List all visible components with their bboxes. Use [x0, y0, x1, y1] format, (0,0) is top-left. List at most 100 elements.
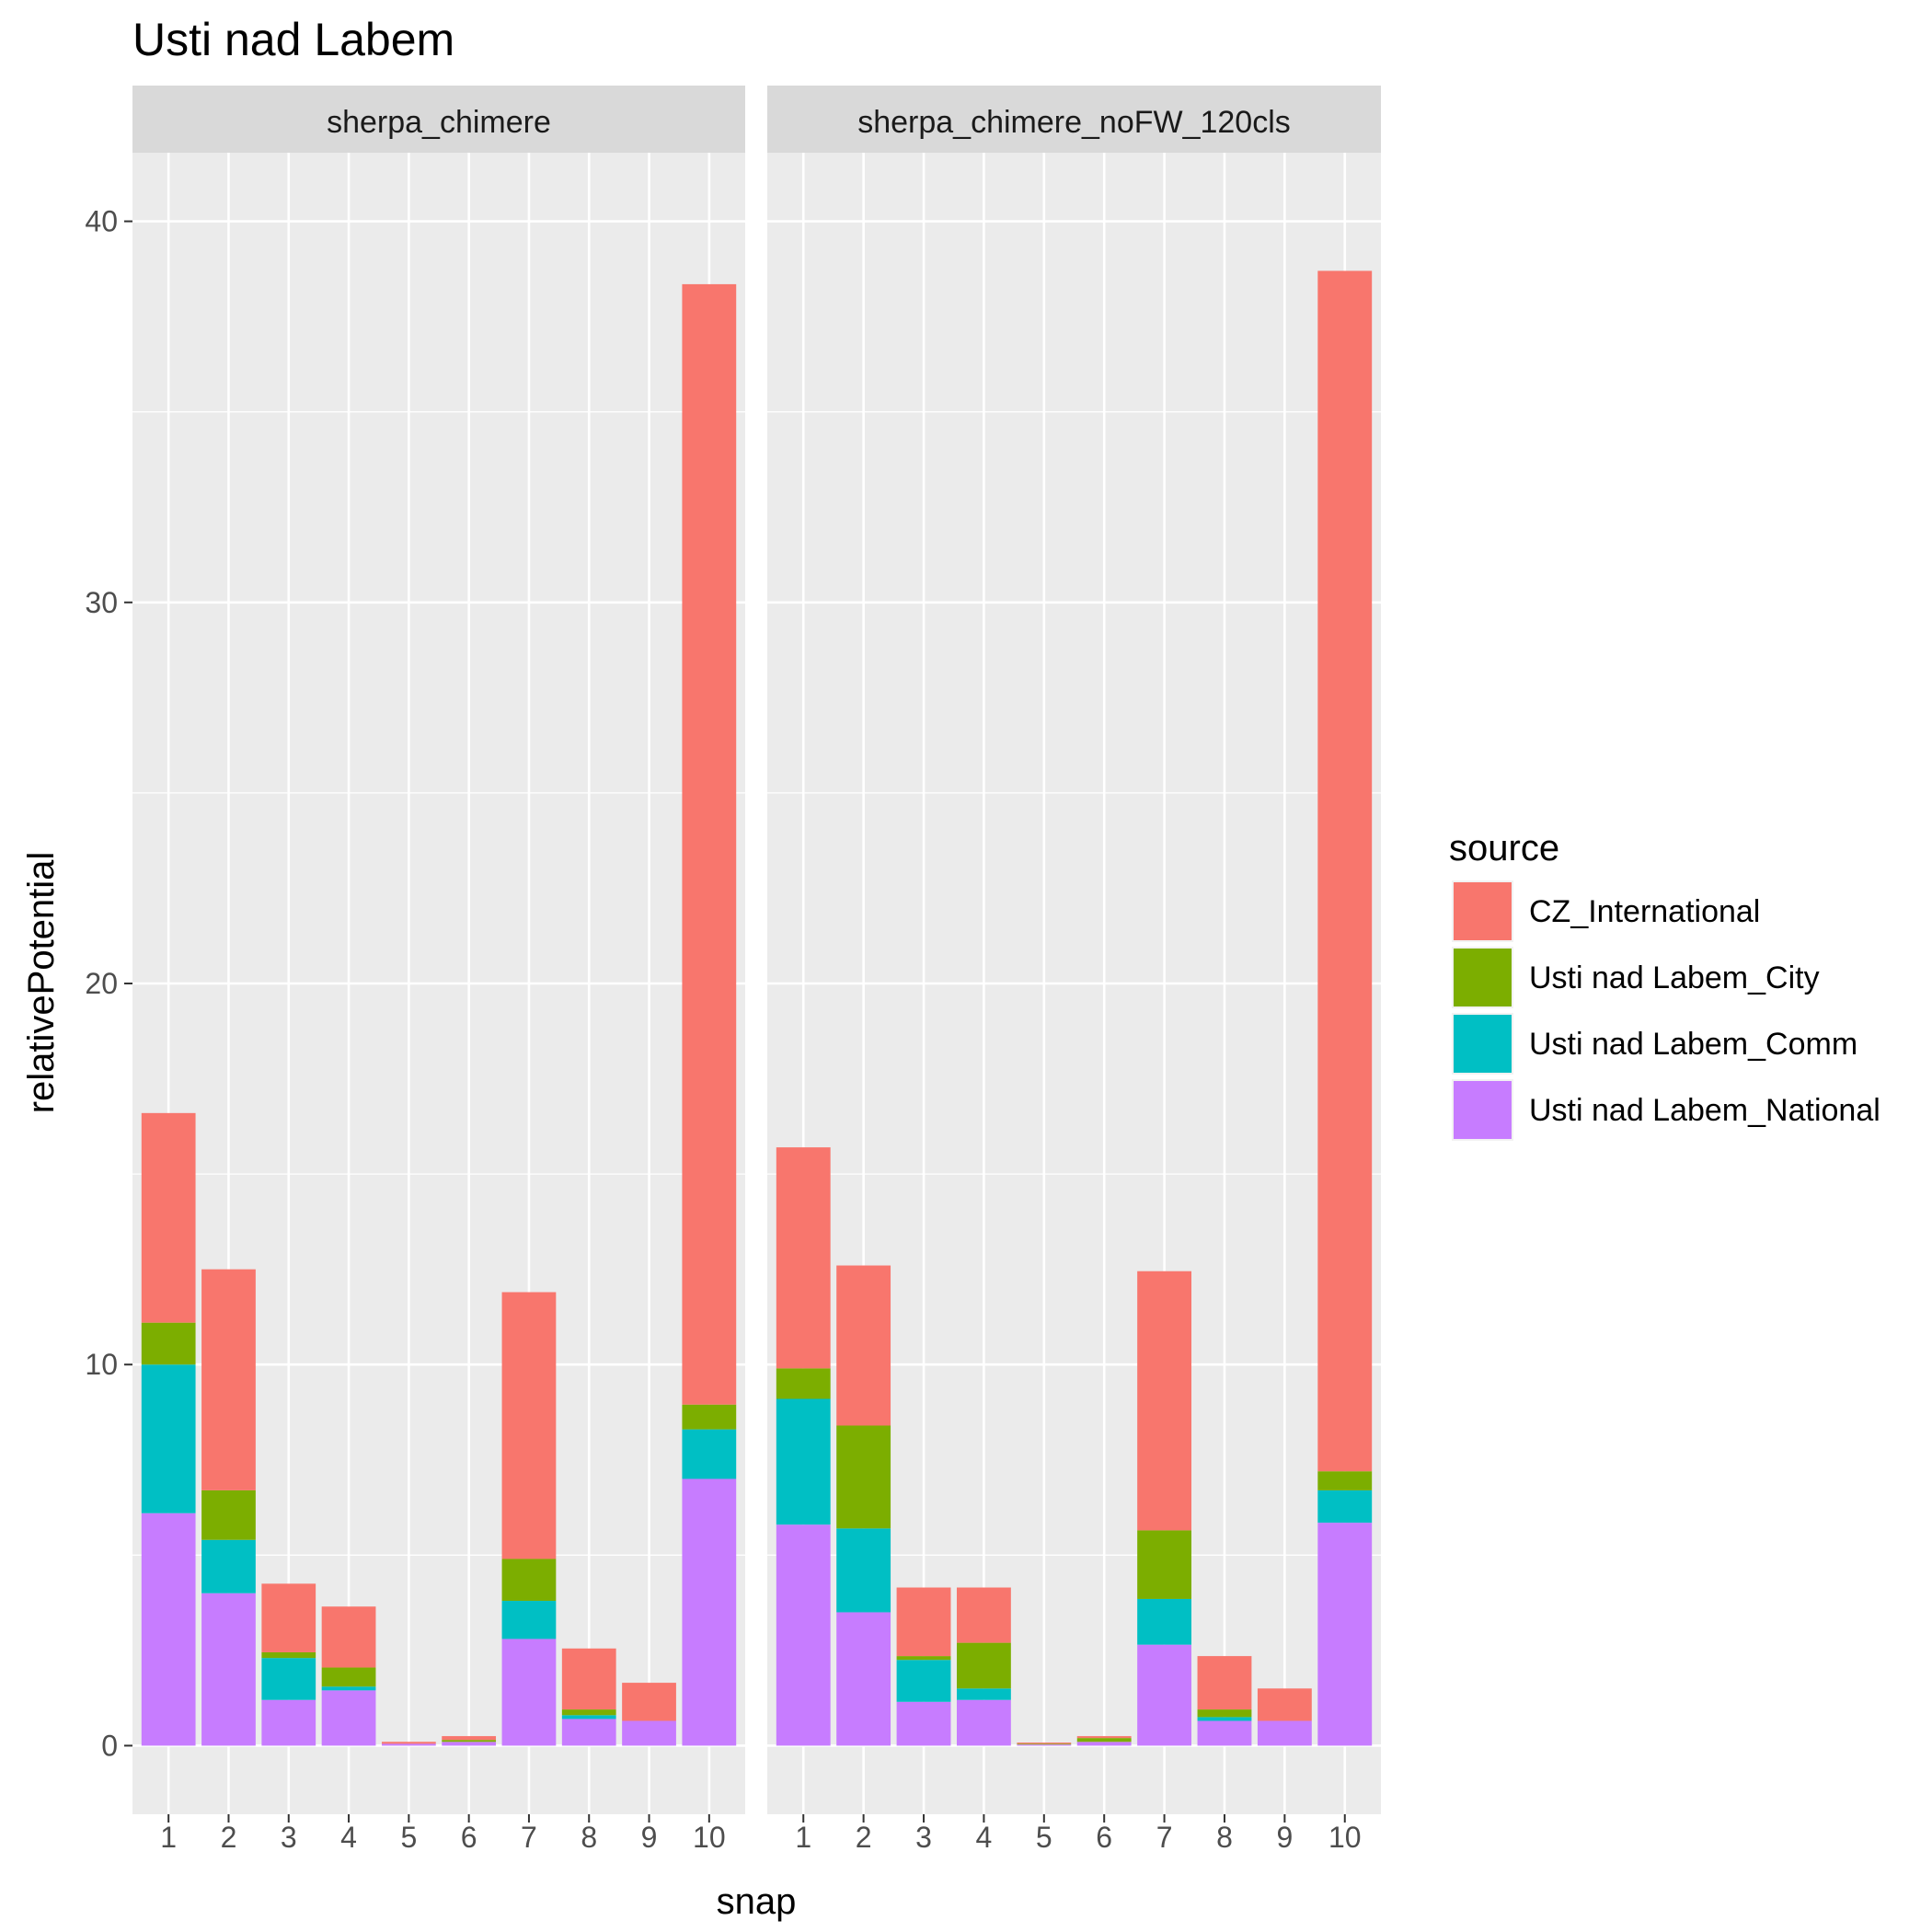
facet-strip	[767, 86, 1381, 153]
x-tick-label: 3	[915, 1821, 932, 1854]
bar-segment	[1197, 1656, 1252, 1710]
bar-segment	[1076, 1738, 1132, 1742]
bar-segment	[381, 1743, 436, 1746]
bar-segment	[1197, 1720, 1252, 1746]
bar-segment	[201, 1269, 256, 1490]
bar-segment	[141, 1322, 196, 1365]
legend-item: Usti nad Labem_City	[1452, 947, 1820, 1008]
bar-segment	[1076, 1736, 1132, 1739]
bar-segment	[201, 1539, 256, 1593]
x-tick-label: 8	[581, 1821, 597, 1854]
x-tick-label: 3	[281, 1821, 297, 1854]
x-tick-label: 6	[461, 1821, 477, 1854]
bar-segment	[1137, 1271, 1192, 1531]
bar-segment	[776, 1524, 831, 1746]
bar-segment	[501, 1292, 557, 1559]
legend-swatch	[1454, 882, 1512, 940]
legend-item: CZ_International	[1452, 880, 1760, 942]
bar-segment	[1017, 1743, 1072, 1745]
bar-segment	[1257, 1720, 1312, 1746]
bar-segment	[1317, 1523, 1373, 1746]
bar-segment	[682, 1404, 737, 1430]
bar-segment	[442, 1740, 497, 1742]
x-tick-label: 5	[1036, 1821, 1052, 1854]
bar-segment	[836, 1265, 891, 1426]
legend-label: Usti nad Labem_National	[1529, 1093, 1880, 1128]
bar-segment	[956, 1688, 1011, 1700]
bar-segment	[896, 1656, 951, 1661]
bar-segment	[896, 1660, 951, 1702]
legend-swatch	[1454, 949, 1512, 1006]
x-tick-label: 1	[160, 1821, 177, 1854]
y-axis-title: relativePotential	[21, 852, 62, 1114]
x-tick-label: 5	[400, 1821, 417, 1854]
bar-segment	[201, 1489, 256, 1540]
bar-segment	[1017, 1744, 1072, 1746]
bar-segment	[682, 283, 737, 1405]
x-tick-label: 4	[340, 1821, 357, 1854]
x-tick-label: 2	[221, 1821, 237, 1854]
x-tick-label: 9	[641, 1821, 658, 1854]
bar-segment	[261, 1583, 316, 1652]
bar-segment	[321, 1606, 376, 1668]
legend-label: CZ_International	[1529, 894, 1760, 929]
bar-segment	[381, 1742, 436, 1744]
bar-segment	[141, 1364, 196, 1513]
bar-segment	[1137, 1598, 1192, 1645]
bar-segment	[321, 1686, 376, 1691]
x-tick-label: 10	[693, 1821, 726, 1854]
bar-segment	[201, 1593, 256, 1746]
bar-segment	[1197, 1709, 1252, 1718]
panel-1: sherpa_chimere 1 2 3 4 5 6 7 8 9 10 0 10 20 30 40	[85, 86, 745, 1854]
bar-segment	[561, 1715, 616, 1719]
bar-segment	[1317, 270, 1373, 1472]
legend-item: Usti nad Labem_National	[1452, 1079, 1880, 1141]
x-tick-label: 10	[1328, 1821, 1362, 1854]
bar-segment	[141, 1512, 196, 1746]
bar-segment	[442, 1742, 497, 1746]
bar-segment	[682, 1478, 737, 1746]
bar-segment	[956, 1642, 1011, 1689]
facet-strip-label: sherpa_chimere	[327, 105, 551, 140]
legend-swatch	[1454, 1015, 1512, 1073]
bar-segment	[682, 1429, 737, 1479]
bar-segment	[896, 1701, 951, 1746]
bar-segment	[622, 1720, 676, 1746]
bar-segment	[501, 1558, 557, 1602]
bar-segment	[261, 1651, 316, 1659]
x-tick-label: 1	[795, 1821, 811, 1854]
x-tick-label: 6	[1096, 1821, 1112, 1854]
bar-segment	[776, 1368, 831, 1399]
y-tick-label: 20	[85, 967, 118, 1000]
bar-segment	[261, 1699, 316, 1746]
x-tick-label: 9	[1276, 1821, 1293, 1854]
y-tick-label: 0	[101, 1729, 118, 1762]
bar-segment	[501, 1639, 557, 1746]
bar-segment	[561, 1719, 616, 1746]
x-tick-label: 8	[1216, 1821, 1233, 1854]
bar-segment	[1076, 1742, 1132, 1746]
legend-label: Usti nad Labem_Comm	[1529, 1027, 1857, 1062]
bar-segment	[561, 1648, 616, 1710]
legend-title: source	[1449, 828, 1559, 868]
bar-segment	[776, 1398, 831, 1525]
legend-swatch	[1454, 1081, 1512, 1139]
bar-segment	[956, 1699, 1011, 1746]
bar-segment	[1257, 1688, 1312, 1721]
bar-segment	[836, 1425, 891, 1529]
bar-segment	[141, 1112, 196, 1323]
bar-segment	[622, 1683, 676, 1721]
legend-label: Usti nad Labem_City	[1529, 960, 1820, 995]
bar-segment	[442, 1736, 497, 1741]
chart-title: Usti nad Labem	[132, 14, 454, 65]
x-tick-label: 2	[856, 1821, 872, 1854]
bar-segment	[561, 1709, 616, 1716]
x-tick-label: 7	[1156, 1821, 1173, 1854]
x-axis-title: snap	[717, 1881, 797, 1922]
bar-segment	[956, 1587, 1011, 1643]
bar-segment	[836, 1612, 891, 1746]
bar-segment	[896, 1587, 951, 1657]
bar-segment	[321, 1690, 376, 1746]
